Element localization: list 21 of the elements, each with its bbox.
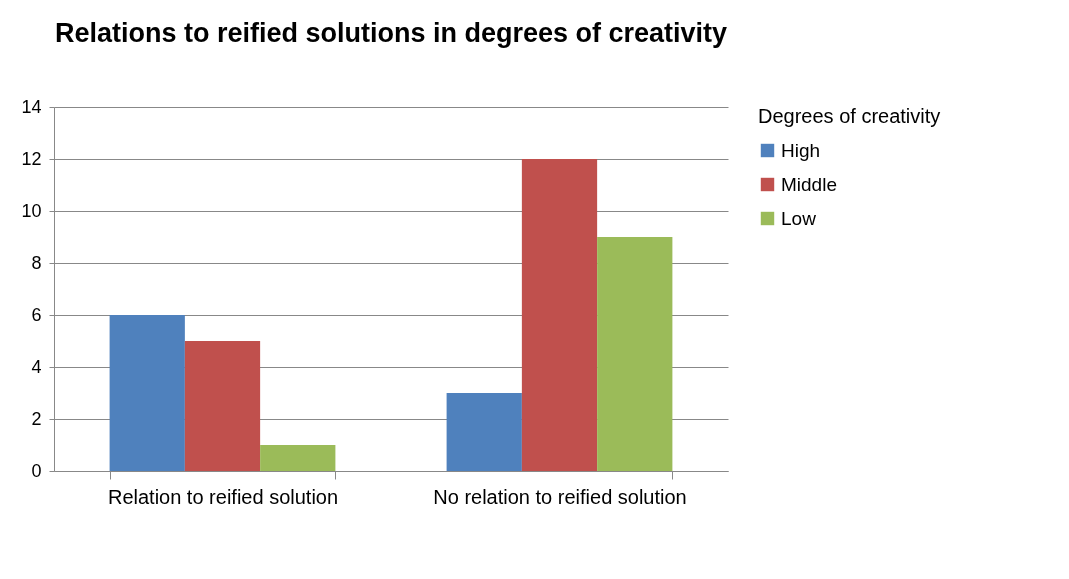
y-tick-label: 4 — [31, 356, 42, 377]
x-tick-label: No relation to reified solution — [433, 485, 687, 508]
legend-label: Middle — [781, 173, 837, 195]
y-tick-label: 10 — [21, 200, 42, 221]
bar — [260, 445, 336, 471]
chart-title: Relations to reified solutions in degrees of creativity — [54, 18, 728, 48]
bar — [184, 341, 261, 471]
bar — [446, 393, 522, 471]
x-tick-label: Relation to reified solution — [107, 485, 339, 508]
y-tick-label: 12 — [21, 148, 42, 169]
bar — [109, 315, 185, 471]
y-tick-label: 6 — [31, 304, 42, 325]
y-tick-label: 0 — [31, 460, 42, 481]
legend-label: Low — [781, 207, 817, 229]
bar — [597, 237, 673, 471]
y-tick-label: 14 — [21, 96, 42, 117]
y-tick-label: 8 — [31, 252, 42, 273]
legend-title: Degrees of creativity — [758, 105, 941, 127]
y-tick-label: 2 — [31, 408, 42, 429]
bar — [521, 159, 598, 471]
legend-label: High — [781, 139, 821, 161]
